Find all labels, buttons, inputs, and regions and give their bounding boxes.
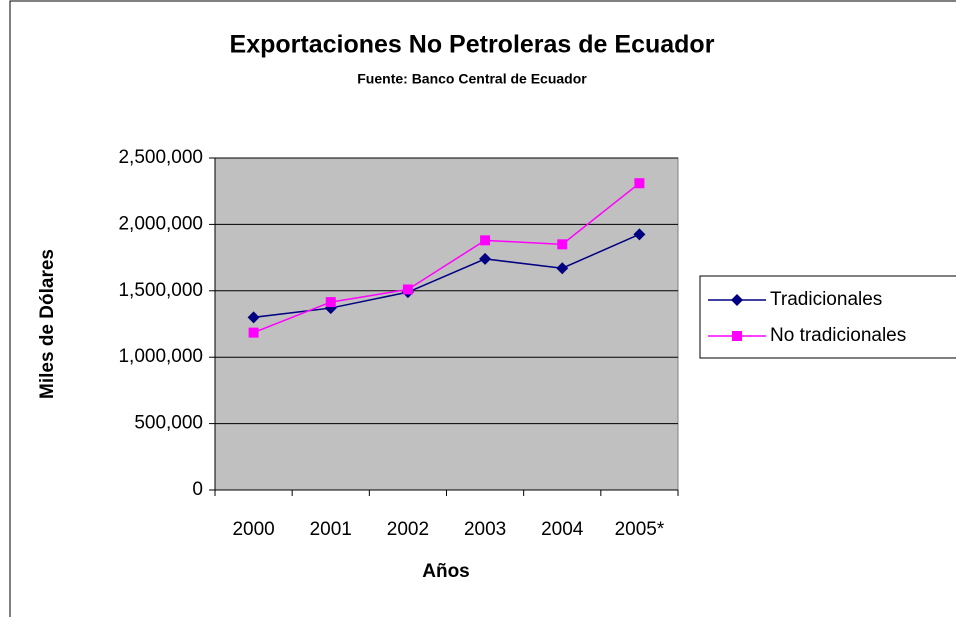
point-marker — [732, 331, 742, 341]
point-marker — [557, 239, 568, 250]
chart-subtitle: Fuente: Banco Central de Ecuador — [357, 71, 587, 87]
legend-label: No tradicionales — [770, 325, 906, 346]
legend-box — [699, 275, 956, 359]
y-tick-label: 2,500,000 — [118, 147, 203, 168]
point-marker — [731, 294, 743, 306]
x-tick-label: 2005* — [615, 519, 665, 540]
x-tick-label: 2001 — [310, 519, 352, 540]
x-tick-label: 2004 — [541, 519, 584, 540]
point-marker — [634, 178, 645, 189]
point-marker — [247, 311, 260, 324]
point-marker — [480, 235, 491, 246]
point-marker — [248, 327, 259, 338]
y-axis-label: Miles de Dólares — [37, 249, 58, 399]
point-marker — [556, 262, 569, 275]
y-tick-label: 1,000,000 — [118, 346, 203, 367]
x-tick-label: 2000 — [232, 519, 274, 540]
point-marker — [325, 297, 336, 308]
legend-label: Tradicionales — [770, 289, 882, 310]
series-line — [253, 233, 640, 319]
series-line — [253, 182, 640, 334]
y-tick-label: 0 — [192, 479, 203, 500]
x-axis-label: Años — [422, 561, 470, 582]
x-tick-label: 2003 — [464, 519, 506, 540]
y-tick-label: 500,000 — [134, 413, 203, 434]
point-marker — [402, 284, 413, 295]
chart-title: Exportaciones No Petroleras de Ecuador — [230, 31, 715, 59]
x-tick-label: 2002 — [387, 519, 429, 540]
point-marker — [479, 252, 492, 265]
y-tick-label: 2,000,000 — [118, 213, 203, 234]
point-marker — [633, 228, 646, 241]
y-tick-label: 1,500,000 — [118, 280, 203, 301]
